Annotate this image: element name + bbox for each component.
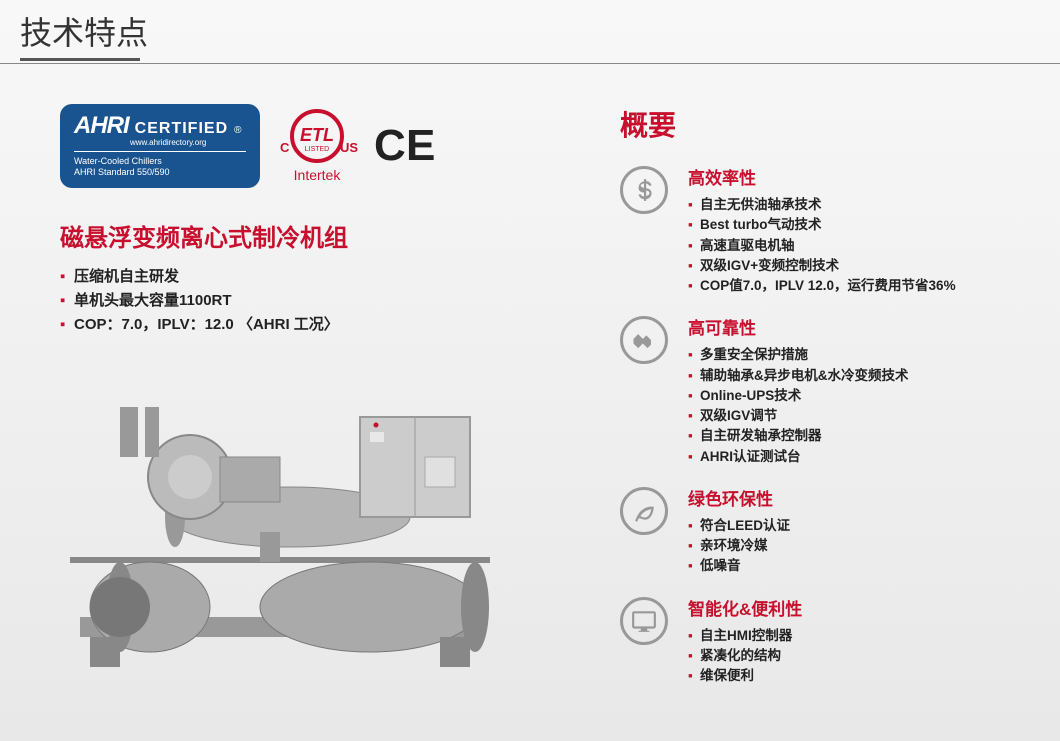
certification-row: AHRI CERTIFIED ® www.ahridirectory.org W… [60, 104, 580, 188]
etl-listed: LISTED [305, 146, 330, 153]
product-bullet: 单机头最大容量1100RT [60, 289, 580, 313]
title-underline [20, 58, 140, 61]
leaf-icon [620, 487, 668, 535]
ahri-reg-mark: ® [234, 125, 241, 136]
list-item: 维保便利 [688, 666, 1040, 686]
list-item: 自主无供油轴承技术 [688, 195, 1040, 215]
page-title: 技术特点 [0, 0, 1060, 58]
product-title: 磁悬浮变频离心式制冷机组 [60, 218, 580, 253]
chiller-image [60, 357, 500, 677]
ahri-certified-badge: AHRI CERTIFIED ® www.ahridirectory.org W… [60, 104, 260, 188]
overview-title: 概要 [620, 104, 1040, 144]
section-list: 多重安全保护措施 辅助轴承&异步电机&水冷变频技术 Online-UPS技术 双… [688, 345, 1040, 467]
list-item: 双级IGV+变频控制技术 [688, 256, 1040, 276]
etl-text: ETL [300, 125, 334, 146]
list-item: 亲环境冷媒 [688, 536, 1040, 556]
list-item: 多重安全保护措施 [688, 345, 1040, 365]
ce-mark: C E [374, 121, 429, 171]
list-item: COP值7.0，IPLV 12.0，运行费用节省36% [688, 276, 1040, 296]
section-efficiency: 高效率性 自主无供油轴承技术 Best turbo气动技术 高速直驱电机轴 双级… [620, 164, 1040, 296]
product-bullet: 压缩机自主研发 [60, 265, 580, 289]
list-item: 高速直驱电机轴 [688, 236, 1040, 256]
monitor-icon [620, 597, 668, 645]
dollar-icon [620, 166, 668, 214]
handshake-icon [620, 316, 668, 364]
section-title: 高效率性 [688, 164, 1040, 189]
etl-c-mark: C [280, 140, 289, 155]
ahri-sub2: AHRI Standard 550/590 [74, 167, 246, 178]
intertek-label: Intertek [290, 167, 344, 183]
ahri-logo-text: AHRI [74, 112, 129, 140]
ahri-certified-text: CERTIFIED [135, 120, 228, 138]
content-container: AHRI CERTIFIED ® www.ahridirectory.org W… [0, 64, 1060, 704]
section-title: 智能化&便利性 [688, 595, 1040, 620]
list-item: Best turbo气动技术 [688, 215, 1040, 235]
list-item: 自主HMI控制器 [688, 626, 1040, 646]
list-item: Online-UPS技术 [688, 386, 1040, 406]
left-column: AHRI CERTIFIED ® www.ahridirectory.org W… [60, 104, 580, 704]
section-list: 自主HMI控制器 紧凑化的结构 维保便利 [688, 626, 1040, 687]
list-item: 双级IGV调节 [688, 406, 1040, 426]
list-item: 辅助轴承&异步电机&水冷变频技术 [688, 366, 1040, 386]
list-item: AHRI认证测试台 [688, 447, 1040, 467]
section-title: 高可靠性 [688, 314, 1040, 339]
ahri-url: www.ahridirectory.org [130, 138, 246, 147]
product-bullet: COP：7.0，IPLV：12.0 〈AHRI 工况〉 [60, 313, 580, 337]
section-title: 绿色环保性 [688, 485, 1040, 510]
section-reliability: 高可靠性 多重安全保护措施 辅助轴承&异步电机&水冷变频技术 Online-UP… [620, 314, 1040, 467]
product-bullets: 压缩机自主研发 单机头最大容量1100RT COP：7.0，IPLV：12.0 … [60, 265, 580, 337]
list-item: 低噪音 [688, 556, 1040, 576]
ahri-sub1: Water-Cooled Chillers [74, 156, 246, 167]
list-item: 自主研发轴承控制器 [688, 426, 1040, 446]
section-list: 符合LEED认证 亲环境冷媒 低噪音 [688, 516, 1040, 577]
section-smart: 智能化&便利性 自主HMI控制器 紧凑化的结构 维保便利 [620, 595, 1040, 687]
section-green: 绿色环保性 符合LEED认证 亲环境冷媒 低噪音 [620, 485, 1040, 577]
list-item: 紧凑化的结构 [688, 646, 1040, 666]
right-column: 概要 高效率性 自主无供油轴承技术 Best turbo气动技术 高速直驱电机轴… [580, 104, 1040, 704]
section-list: 自主无供油轴承技术 Best turbo气动技术 高速直驱电机轴 双级IGV+变… [688, 195, 1040, 296]
list-item: 符合LEED认证 [688, 516, 1040, 536]
etl-badge: C ETL LISTED US Intertek [290, 109, 344, 183]
etl-us-mark: US [340, 140, 358, 155]
